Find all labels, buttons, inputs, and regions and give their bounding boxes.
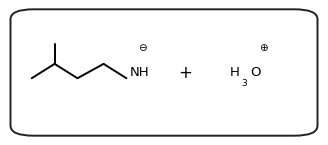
Text: 3: 3: [242, 79, 248, 88]
Text: O: O: [251, 66, 261, 79]
Text: ⊖: ⊖: [138, 43, 147, 53]
Text: ⊕: ⊕: [259, 43, 268, 53]
FancyBboxPatch shape: [10, 9, 318, 136]
Text: +: +: [178, 64, 192, 81]
Text: H: H: [229, 66, 239, 79]
Text: NH: NH: [130, 66, 149, 79]
